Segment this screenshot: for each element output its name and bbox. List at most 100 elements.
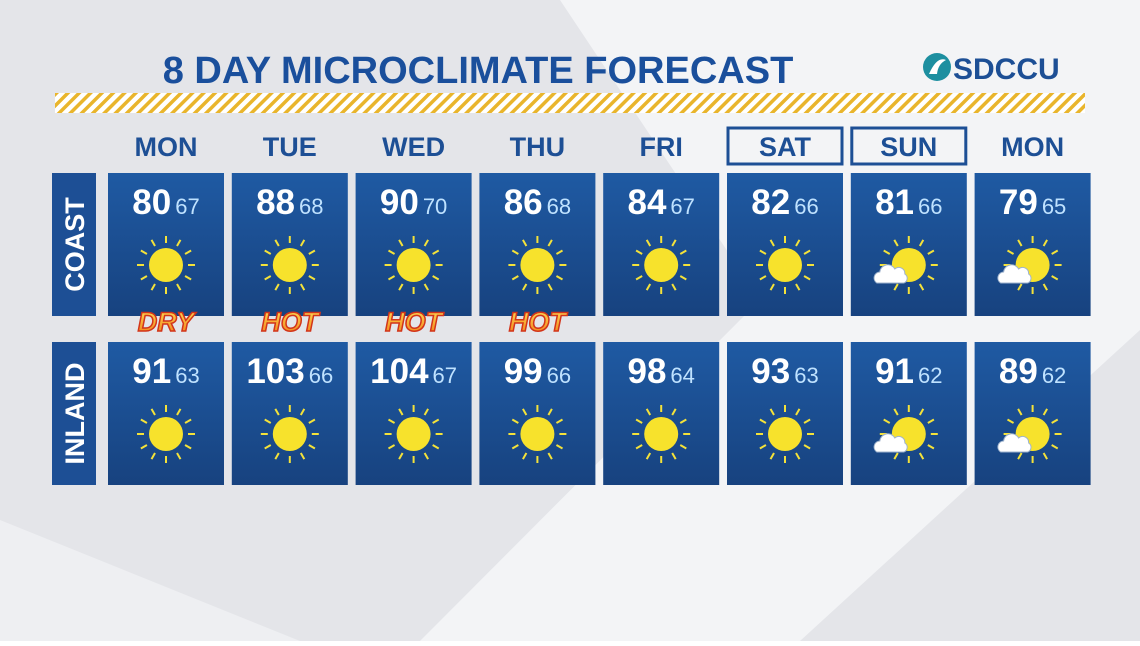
cloud: [997, 433, 1032, 453]
high-temp: 90: [380, 183, 419, 222]
sun-icon: [756, 236, 814, 294]
sun-ray: [387, 275, 396, 281]
sun-cloud-icon: [997, 405, 1062, 463]
sun: [149, 248, 183, 282]
sun-ray: [398, 283, 404, 291]
high-temp: 81: [875, 183, 914, 222]
sun-ray: [176, 452, 182, 460]
low-temp: 66: [547, 363, 571, 388]
sun-ray: [671, 408, 677, 416]
temperatures: 91 62: [875, 352, 942, 391]
sun-ray: [522, 283, 528, 291]
sun-ray: [140, 444, 148, 450]
sun-ray: [769, 452, 775, 460]
sun-ray: [184, 249, 192, 255]
sun-cloud-icon: [997, 236, 1062, 294]
sun-ray: [555, 418, 564, 424]
high-temp: 79: [999, 183, 1038, 222]
sun-ray: [803, 275, 811, 281]
sun-ray: [635, 418, 643, 424]
row-label: COAST: [60, 197, 90, 292]
high-temp: 104: [370, 352, 429, 391]
low-temp: 63: [175, 363, 199, 388]
sun-ray: [1017, 452, 1023, 460]
sun-ray: [308, 249, 316, 255]
low-temp: 66: [794, 194, 818, 219]
sun-ray: [635, 275, 643, 281]
sun-ray: [679, 444, 687, 450]
sun-ray: [398, 408, 404, 416]
sun-ray: [308, 275, 316, 281]
low-temp: 64: [670, 363, 694, 388]
sun-ray: [1051, 249, 1059, 255]
logo: SDCCU: [923, 53, 1060, 86]
day-label: MON: [1001, 132, 1064, 162]
low-temp: 66: [918, 194, 942, 219]
temperatures: 93 63: [751, 352, 818, 391]
day-label: THU: [510, 132, 566, 162]
day-label: SAT: [759, 132, 812, 162]
badge: HOT: [385, 307, 445, 337]
sun-ray: [555, 249, 564, 255]
high-temp: 80: [132, 183, 171, 222]
sun-ray: [769, 283, 775, 291]
sun-ray: [432, 444, 440, 450]
sun-ray: [184, 275, 192, 281]
sun-ray: [299, 283, 306, 291]
cloud: [873, 433, 908, 453]
sun-ray: [274, 239, 280, 247]
day-label: WED: [382, 132, 445, 162]
sun: [149, 417, 183, 451]
sun-icon: [632, 405, 691, 463]
sun-ray: [803, 444, 811, 450]
sun-ray: [1051, 418, 1059, 424]
sun-ray: [927, 418, 935, 424]
high-temp: 99: [504, 352, 543, 391]
sun-ray: [893, 408, 899, 416]
sun-ray: [150, 239, 156, 247]
sun-ray: [1006, 249, 1015, 255]
temperatures: 81 66: [875, 183, 942, 222]
low-temp: 67: [433, 363, 457, 388]
sun-ray: [803, 249, 811, 255]
sun-ray: [308, 418, 316, 424]
sun-icon: [756, 405, 814, 463]
sun-ray: [274, 408, 280, 416]
sun-ray: [140, 275, 148, 281]
sun: [520, 248, 555, 282]
sun-ray: [555, 275, 564, 281]
sun: [272, 248, 307, 282]
sun-icon: [384, 405, 443, 463]
sun-ray: [547, 283, 553, 291]
sun-ray: [795, 239, 801, 247]
sun-ray: [140, 249, 148, 255]
row-label-box: [52, 342, 96, 485]
sun-ray: [423, 283, 429, 291]
temperatures: 104 67: [370, 352, 457, 391]
low-temp: 66: [309, 363, 333, 388]
low-temp: 67: [175, 194, 199, 219]
sun-ray: [176, 283, 182, 291]
sun-icon: [137, 405, 195, 463]
low-temp: 65: [1042, 194, 1066, 219]
sun-ray: [264, 275, 272, 281]
sun-ray: [184, 418, 192, 424]
sun-ray: [645, 239, 652, 247]
sun-ray: [918, 452, 925, 460]
sun-icon: [260, 236, 319, 294]
sun-ray: [264, 249, 272, 255]
sun-ray: [645, 283, 652, 291]
day-outline: [850, 126, 968, 166]
sun-ray: [387, 418, 396, 424]
sun-icon: [632, 236, 691, 294]
sun-ray: [150, 283, 156, 291]
temperatures: 86 68: [504, 183, 571, 222]
sun-ray: [1017, 408, 1023, 416]
sun-ray: [299, 239, 306, 247]
sun-ray: [511, 444, 519, 450]
sun-ray: [150, 408, 156, 416]
low-temp: 62: [918, 363, 942, 388]
temperatures: 88 68: [256, 183, 323, 222]
sun: [768, 417, 802, 451]
sun-icon: [260, 405, 319, 463]
